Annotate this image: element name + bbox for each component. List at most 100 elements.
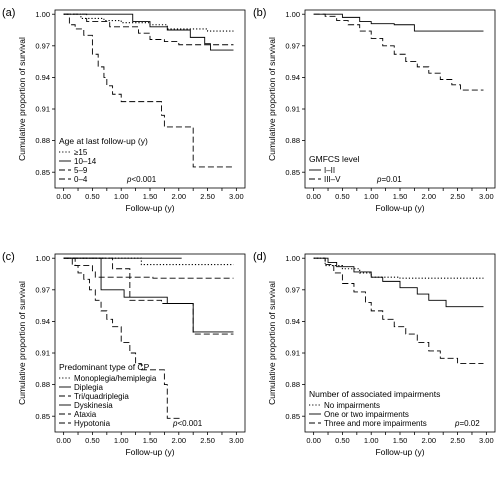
panel-0: (a) 0.85 0.88 0.91 0.94 0.97 1.00 0.00 0.50 1.00 1… bbox=[2, 7, 246, 213]
legend-entry: Tri/quadriplegia bbox=[74, 392, 129, 401]
panel-label: (a) bbox=[2, 7, 15, 19]
p-value: p<0.001 bbox=[126, 175, 157, 184]
p-value-symbol: p bbox=[454, 419, 460, 428]
x-tick-label: 0.00 bbox=[56, 436, 71, 445]
series-line-0 bbox=[313, 13, 484, 32]
p-value-text: =0.01 bbox=[381, 175, 402, 184]
p-value: p<0.001 bbox=[172, 419, 203, 428]
legend-entry: Dyskinesia bbox=[74, 401, 113, 410]
x-tick-label: 3.00 bbox=[229, 436, 244, 445]
x-tick-label: 2.00 bbox=[171, 192, 186, 201]
x-tick-label: 0.00 bbox=[56, 192, 71, 201]
p-value-symbol: p bbox=[376, 175, 382, 184]
y-tick-label: 1.00 bbox=[285, 10, 300, 19]
x-tick-label: 2.00 bbox=[421, 192, 436, 201]
x-axis-label: Follow-up (y) bbox=[375, 447, 424, 457]
y-axis-label: Cumulative proportion of survival bbox=[17, 37, 27, 161]
y-tick-label: 0.97 bbox=[285, 285, 300, 294]
series-line-0 bbox=[63, 13, 234, 32]
y-tick-label: 0.88 bbox=[35, 380, 50, 389]
p-value: p=0.02 bbox=[454, 419, 480, 428]
y-tick-label: 0.85 bbox=[285, 168, 300, 177]
legend-title: Number of associated impairments bbox=[309, 389, 440, 399]
y-tick-label: 1.00 bbox=[35, 254, 50, 263]
panel-label: (c) bbox=[2, 251, 15, 263]
legend-entry: Ataxia bbox=[74, 410, 97, 419]
x-tick-label: 0.50 bbox=[85, 192, 100, 201]
legend-entry: I–II bbox=[324, 166, 335, 175]
y-axis-label: Cumulative proportion of survival bbox=[267, 281, 277, 405]
panel-label: (b) bbox=[253, 7, 266, 19]
panel-1: (b) 0.85 0.88 0.91 0.94 0.97 1.00 0.00 0.50 1.00 1… bbox=[253, 7, 496, 213]
x-tick-label: 1.00 bbox=[364, 436, 379, 445]
x-tick-label: 0.50 bbox=[335, 192, 350, 201]
legend-entry: 10–14 bbox=[74, 157, 97, 166]
y-tick-label: 0.94 bbox=[35, 317, 50, 326]
x-tick-label: 1.00 bbox=[114, 192, 129, 201]
x-tick-label: 2.50 bbox=[450, 192, 465, 201]
legend-entry: Monoplegia/hemiplegia bbox=[74, 374, 157, 383]
x-axis-label: Follow-up (y) bbox=[125, 203, 174, 213]
series-line-2 bbox=[313, 257, 484, 364]
y-tick-label: 0.94 bbox=[285, 73, 300, 82]
legend-entry: One or two impairments bbox=[324, 410, 409, 419]
y-tick-label: 0.85 bbox=[35, 168, 50, 177]
x-tick-label: 2.50 bbox=[450, 436, 465, 445]
series-line-1 bbox=[313, 13, 484, 91]
y-tick-label: 0.88 bbox=[285, 136, 300, 145]
p-value: p=0.01 bbox=[376, 175, 402, 184]
x-tick-label: 3.00 bbox=[479, 192, 494, 201]
y-tick-label: 0.91 bbox=[285, 105, 300, 114]
legend-entry: Diplegia bbox=[74, 383, 103, 392]
x-tick-label: 0.50 bbox=[335, 436, 350, 445]
x-tick-label: 3.00 bbox=[229, 192, 244, 201]
x-tick-label: 2.00 bbox=[421, 436, 436, 445]
y-tick-label: 0.97 bbox=[35, 41, 50, 50]
x-tick-label: 2.00 bbox=[171, 436, 186, 445]
x-tick-label: 1.50 bbox=[143, 436, 158, 445]
y-tick-label: 0.91 bbox=[35, 105, 50, 114]
x-tick-label: 1.50 bbox=[393, 192, 408, 201]
legend-entry: 5–9 bbox=[74, 166, 88, 175]
series-line-1 bbox=[313, 257, 484, 308]
x-tick-label: 1.00 bbox=[114, 436, 129, 445]
legend-title: Predominant type of CP bbox=[59, 362, 150, 372]
legend-entry: No impairments bbox=[324, 401, 380, 410]
y-tick-label: 0.85 bbox=[285, 412, 300, 421]
series-line-2 bbox=[63, 257, 234, 279]
x-tick-label: 3.00 bbox=[479, 436, 494, 445]
series-line-1 bbox=[63, 13, 234, 51]
x-axis-label: Follow-up (y) bbox=[375, 203, 424, 213]
y-tick-label: 0.94 bbox=[285, 317, 300, 326]
x-tick-label: 0.00 bbox=[306, 192, 321, 201]
series-line-3 bbox=[63, 13, 234, 168]
y-tick-label: 1.00 bbox=[285, 254, 300, 263]
x-tick-label: 0.50 bbox=[85, 436, 100, 445]
y-tick-label: 0.85 bbox=[35, 412, 50, 421]
panel-label: (d) bbox=[253, 251, 266, 263]
p-value-text: <0.001 bbox=[177, 419, 202, 428]
y-tick-label: 0.97 bbox=[285, 41, 300, 50]
legend-entry: Hypotonia bbox=[74, 419, 111, 428]
legend-entry: 0–4 bbox=[74, 175, 88, 184]
y-tick-label: 0.91 bbox=[35, 349, 50, 358]
x-tick-label: 1.50 bbox=[393, 436, 408, 445]
series-line-0 bbox=[313, 257, 484, 279]
x-axis-label: Follow-up (y) bbox=[125, 447, 174, 457]
x-tick-label: 2.50 bbox=[200, 436, 215, 445]
p-value-symbol: p bbox=[126, 175, 132, 184]
y-tick-label: 0.94 bbox=[35, 73, 50, 82]
x-tick-label: 2.50 bbox=[200, 192, 215, 201]
legend-title: Age at last follow-up (y) bbox=[59, 136, 148, 146]
legend-entry: III–V bbox=[324, 175, 341, 184]
y-axis-label: Cumulative proportion of survival bbox=[17, 281, 27, 405]
y-tick-label: 0.97 bbox=[35, 285, 50, 294]
series-line-2 bbox=[63, 13, 234, 46]
y-axis-label: Cumulative proportion of survival bbox=[267, 37, 277, 161]
p-value-symbol: p bbox=[172, 419, 178, 428]
y-tick-label: 0.88 bbox=[35, 136, 50, 145]
series-line-5 bbox=[63, 257, 182, 419]
series-line-3 bbox=[63, 257, 234, 333]
legend-title: GMFCS level bbox=[309, 154, 360, 164]
